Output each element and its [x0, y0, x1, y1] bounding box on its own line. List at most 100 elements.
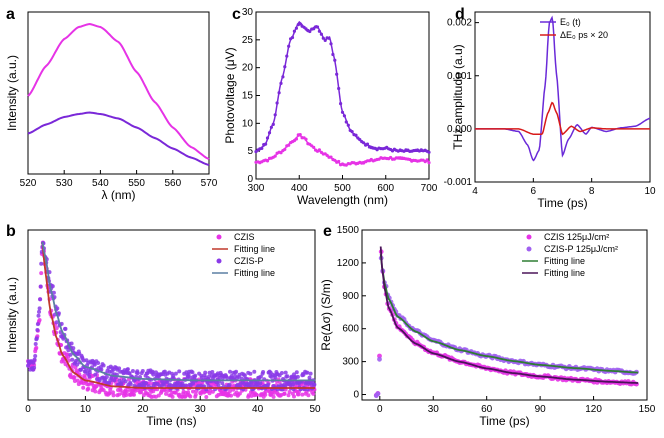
panel-label-b: b — [6, 223, 16, 240]
series-point — [216, 383, 221, 387]
series-point — [117, 392, 122, 397]
series-point — [273, 375, 278, 380]
series-point — [72, 375, 77, 380]
panel-a-chart: 520 530 540 550 560 570 λ (nm) Intensity (a.u.) — [5, 11, 218, 202]
y-axis-label: Re(Δσ) (S/m) — [319, 279, 333, 350]
series-point — [123, 379, 128, 384]
series-point — [144, 381, 149, 386]
legend-swatch — [526, 234, 532, 240]
y-tick-label: 0.000 — [447, 124, 472, 135]
series-point — [117, 366, 122, 371]
x-tick-label: 600 — [377, 183, 394, 194]
series-point — [188, 394, 193, 399]
series-point — [50, 284, 55, 289]
x-tick-label: 10 — [644, 186, 656, 197]
y-tick-label: 20 — [242, 63, 254, 74]
series-point — [267, 131, 272, 135]
series-point — [427, 150, 431, 154]
plot-frame — [474, 11, 651, 183]
series-line-1 — [255, 20, 429, 152]
y-tick-label: 1500 — [337, 225, 360, 236]
x-tick-label: 550 — [128, 178, 145, 189]
series-point — [111, 393, 116, 398]
x-axis-label: Time (ps) — [479, 414, 529, 428]
series-point — [277, 91, 281, 95]
panel-d-chart: 4 6 8 10 -0.001 0.000 0.001 0.002 Time (ps) THz a… — [444, 11, 656, 210]
panel-label-d: d — [455, 6, 465, 23]
series-point — [329, 155, 333, 159]
series-point — [283, 147, 287, 151]
legend-label: Fitting line — [544, 256, 585, 266]
series-point — [285, 374, 290, 379]
series-point — [128, 382, 133, 387]
series-point — [312, 382, 317, 387]
series-point — [279, 81, 283, 85]
legend-label: CZIS-P — [234, 256, 264, 266]
x-tick-label: 520 — [20, 178, 37, 189]
panel-label-a: a — [6, 6, 15, 23]
series-point — [333, 58, 337, 62]
fit-line-3 — [379, 246, 639, 384]
series-point — [342, 114, 346, 118]
series-point — [377, 353, 382, 359]
series-point — [249, 380, 254, 385]
series-point — [242, 373, 247, 378]
series-point — [191, 381, 195, 386]
legend-label: ΔE₀ ps × 20 — [560, 30, 608, 40]
series-point — [101, 388, 106, 393]
y-tick-label: 10 — [242, 118, 254, 129]
series-point — [298, 133, 302, 137]
x-tick-label: 6 — [531, 186, 537, 197]
series-point — [252, 369, 257, 374]
series-point — [135, 371, 140, 376]
series-point — [265, 159, 270, 163]
series-line-1 — [475, 101, 650, 136]
series-point — [271, 122, 275, 126]
series-point — [287, 143, 291, 147]
series-point — [317, 148, 321, 152]
series-point — [75, 362, 80, 367]
series-point — [358, 138, 362, 142]
x-axis-label: Time (ns) — [146, 414, 196, 428]
series-point — [375, 391, 381, 397]
series-point — [362, 141, 366, 145]
series-point — [258, 374, 263, 379]
series-point — [118, 388, 123, 393]
series-point — [124, 393, 129, 398]
series-point — [188, 375, 193, 380]
series-point — [34, 336, 39, 341]
series-point — [273, 154, 277, 158]
x-tick-label: 530 — [56, 178, 73, 189]
series-point — [248, 371, 253, 376]
x-tick-label: 400 — [291, 183, 308, 194]
series-point — [151, 372, 156, 377]
series-point — [279, 151, 283, 155]
series-point — [68, 352, 73, 357]
series-point — [266, 382, 271, 387]
x-tick-label: 560 — [164, 178, 181, 189]
series-point — [234, 369, 239, 374]
y-tick-label: -0.001 — [444, 177, 473, 188]
series-point — [38, 297, 43, 302]
series-point — [63, 326, 68, 331]
series-point — [32, 357, 37, 362]
series-point — [365, 142, 370, 146]
series-point — [264, 142, 268, 146]
y-tick-label: 300 — [342, 357, 359, 368]
series-point — [344, 120, 348, 124]
series-point — [162, 388, 167, 393]
fit-line-3 — [41, 241, 315, 382]
plot-frame — [361, 229, 648, 401]
y-axis-label: Intensity (a.u.) — [5, 55, 19, 131]
series-point — [190, 370, 195, 375]
series-point — [425, 158, 429, 162]
series-point — [33, 354, 38, 358]
series-point — [35, 322, 40, 327]
x-tick-label: 8 — [589, 186, 595, 197]
y-tick-label: 0.001 — [447, 71, 472, 82]
series-point — [94, 384, 99, 389]
series-point — [111, 390, 115, 395]
y-tick-label: 600 — [342, 324, 359, 335]
legend-label: Fitting line — [544, 268, 585, 278]
series-point — [99, 367, 104, 372]
